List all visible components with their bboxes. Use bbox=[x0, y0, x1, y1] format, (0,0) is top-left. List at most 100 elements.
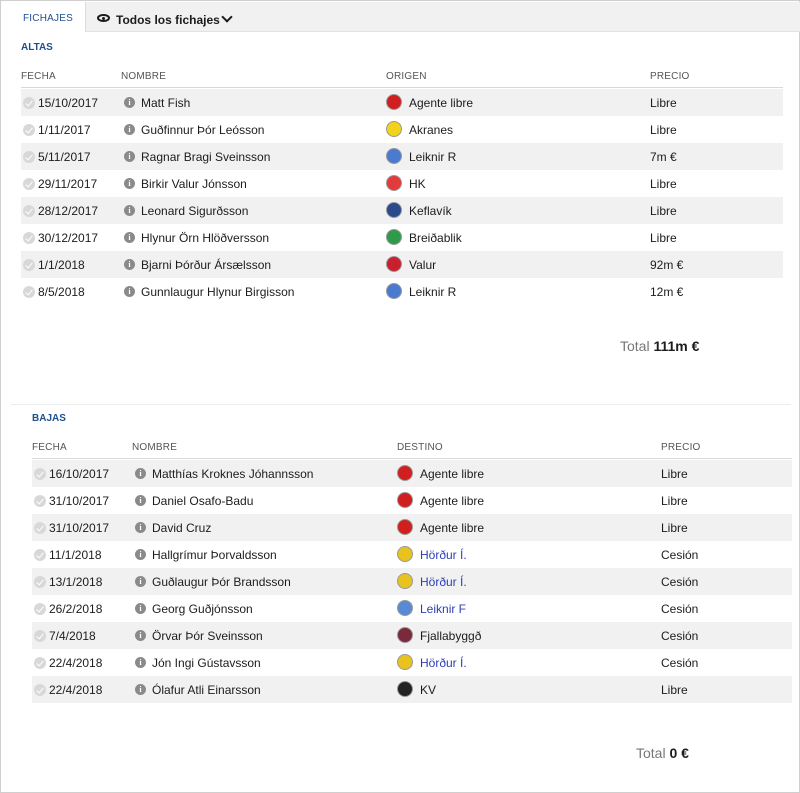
row-date: 31/10/2017 bbox=[49, 521, 110, 535]
info-icon[interactable]: i bbox=[124, 205, 135, 216]
club-name: Agente libre bbox=[420, 494, 485, 508]
row-date: 29/11/2017 bbox=[38, 177, 98, 191]
section-divider bbox=[11, 404, 791, 405]
row-price: 92m € bbox=[650, 258, 684, 272]
check-icon bbox=[23, 124, 35, 136]
club-name: HK bbox=[409, 177, 426, 191]
col-origen: ORIGEN bbox=[386, 71, 427, 82]
row-date: 31/10/2017 bbox=[49, 494, 110, 508]
info-icon[interactable]: i bbox=[135, 468, 146, 479]
tab-fichajes-label: FICHAJES bbox=[23, 13, 73, 24]
player-name[interactable]: Hlynur Örn Hlöðversson bbox=[141, 231, 270, 245]
row-date: 1/11/2017 bbox=[38, 123, 91, 137]
club-name[interactable]: Leiknir F bbox=[420, 602, 467, 616]
info-icon[interactable]: i bbox=[135, 657, 146, 668]
table-row[interactable]: 11/1/2018 i Hallgrímur Þorvaldsson Hörður Í… bbox=[32, 541, 792, 568]
info-icon[interactable]: i bbox=[135, 495, 146, 506]
table-row[interactable]: 22/4/2018 i Jón Ingi Gústavsson Hörður Í. Ce… bbox=[32, 649, 792, 676]
info-icon[interactable]: i bbox=[124, 286, 135, 297]
player-name[interactable]: Guðfinnur Þór Leósson bbox=[141, 123, 265, 137]
club-badge-icon bbox=[386, 283, 402, 299]
info-icon[interactable]: i bbox=[135, 684, 146, 695]
table-row[interactable]: 8/5/2018 i Gunnlaugur Hlynur Birgisson Leik… bbox=[21, 278, 783, 305]
club-name: Breiðablik bbox=[409, 231, 462, 245]
row-date: 7/4/2018 bbox=[49, 629, 96, 643]
row-price: Cesión bbox=[661, 629, 699, 643]
info-icon[interactable]: i bbox=[124, 178, 135, 189]
col-destino: DESTINO bbox=[397, 442, 443, 453]
player-name[interactable]: Matthías Kroknes Jóhannsson bbox=[152, 467, 314, 481]
player-name[interactable]: Guðlaugur Þór Brandsson bbox=[152, 575, 291, 589]
info-icon[interactable]: i bbox=[124, 259, 135, 270]
table-row[interactable]: 7/4/2018 i Örvar Þór Sveinsson Fjallabyggð C… bbox=[32, 622, 792, 649]
player-name[interactable]: Leonard Sigurðsson bbox=[141, 204, 249, 218]
player-name[interactable]: Daniel Osafo-Badu bbox=[152, 494, 254, 508]
filter-dropdown[interactable]: Todos los fichajes bbox=[86, 2, 246, 32]
row-price: Cesión bbox=[661, 548, 699, 562]
club-name[interactable]: Hörður Í. bbox=[420, 575, 467, 589]
table-row[interactable]: 31/10/2017 i David Cruz Agente libre Libre bbox=[32, 514, 792, 541]
info-icon[interactable]: i bbox=[124, 97, 135, 108]
table-row[interactable]: 29/11/2017 i Birkir Valur Jónsson HK Libre bbox=[21, 170, 783, 197]
player-name[interactable]: Ólafur Atli Einarsson bbox=[152, 683, 261, 697]
check-icon bbox=[34, 684, 46, 696]
club-name[interactable]: Hörður Í. bbox=[420, 656, 467, 670]
info-icon[interactable]: i bbox=[135, 576, 146, 587]
club-badge-icon bbox=[397, 681, 413, 697]
info-icon[interactable]: i bbox=[135, 522, 146, 533]
row-price: Cesión bbox=[661, 656, 699, 670]
player-name[interactable]: Hallgrímur Þorvaldsson bbox=[152, 548, 277, 562]
club-badge-icon bbox=[386, 121, 402, 137]
club-name: Agente libre bbox=[420, 467, 485, 481]
info-icon[interactable]: i bbox=[124, 232, 135, 243]
col-precio: PRECIO bbox=[661, 442, 701, 453]
tab-fichajes[interactable]: FICHAJES bbox=[2, 2, 86, 32]
bajas-total: Total 0 € bbox=[636, 745, 689, 761]
check-icon bbox=[34, 495, 46, 507]
player-name[interactable]: Matt Fish bbox=[141, 96, 191, 110]
player-name[interactable]: David Cruz bbox=[152, 521, 212, 535]
table-row[interactable]: 22/4/2018 i Ólafur Atli Einarsson KV Libre bbox=[32, 676, 792, 703]
row-date: 13/1/2018 bbox=[49, 575, 103, 589]
info-icon[interactable]: i bbox=[124, 151, 135, 162]
table-row[interactable]: 5/11/2017 i Ragnar Bragi Sveinsson Leiknir … bbox=[21, 143, 783, 170]
bajas-table-header: FECHA NOMBRE DESTINO PRECIO bbox=[32, 435, 792, 459]
info-icon[interactable]: i bbox=[135, 549, 146, 560]
row-price: Libre bbox=[650, 231, 677, 245]
table-row[interactable]: 30/12/2017 i Hlynur Örn Hlöðversson Breiðab… bbox=[21, 224, 783, 251]
row-price: 7m € bbox=[650, 150, 677, 164]
chevron-down-icon bbox=[221, 11, 233, 23]
info-icon[interactable]: i bbox=[135, 630, 146, 641]
check-icon bbox=[34, 549, 46, 561]
row-price: Libre bbox=[661, 467, 688, 481]
check-icon bbox=[23, 232, 35, 244]
table-row[interactable]: 16/10/2017 i Matthías Kroknes Jóhannsson Ag… bbox=[32, 460, 792, 487]
table-row[interactable]: 28/12/2017 i Leonard Sigurðsson Keflavík Lib… bbox=[21, 197, 783, 224]
player-name[interactable]: Georg Guðjónsson bbox=[152, 602, 253, 616]
altas-total-value: 111m € bbox=[653, 338, 700, 354]
table-row[interactable]: 1/1/2018 i Bjarni Þórður Ársælsson Valur 92m… bbox=[21, 251, 783, 278]
row-date: 22/4/2018 bbox=[49, 656, 103, 670]
table-row[interactable]: 26/2/2018 i Georg Guðjónsson Leiknir F Cesió… bbox=[32, 595, 792, 622]
info-icon[interactable]: i bbox=[135, 603, 146, 614]
player-name[interactable]: Ragnar Bragi Sveinsson bbox=[141, 150, 271, 164]
table-row[interactable]: 15/10/2017 i Matt Fish Agente libre Libre bbox=[21, 89, 783, 116]
row-date: 26/2/2018 bbox=[49, 602, 103, 616]
check-icon bbox=[34, 576, 46, 588]
row-price: Libre bbox=[650, 96, 677, 110]
col-precio: PRECIO bbox=[650, 71, 690, 82]
row-price: Libre bbox=[650, 123, 677, 137]
club-badge-icon bbox=[397, 492, 413, 508]
club-name[interactable]: Hörður Í. bbox=[420, 548, 467, 562]
info-icon[interactable]: i bbox=[124, 124, 135, 135]
player-name[interactable]: Birkir Valur Jónsson bbox=[141, 177, 247, 191]
table-row[interactable]: 31/10/2017 i Daniel Osafo-Badu Agente libre… bbox=[32, 487, 792, 514]
player-name[interactable]: Gunnlaugur Hlynur Birgisson bbox=[141, 285, 295, 299]
player-name[interactable]: Örvar Þór Sveinsson bbox=[152, 629, 263, 643]
player-name[interactable]: Jón Ingi Gústavsson bbox=[152, 656, 261, 670]
table-row[interactable]: 1/11/2017 i Guðfinnur Þór Leósson Akranes Li… bbox=[21, 116, 783, 143]
table-row[interactable]: 13/1/2018 i Guðlaugur Þór Brandsson Hörður … bbox=[32, 568, 792, 595]
player-name[interactable]: Bjarni Þórður Ársælsson bbox=[141, 258, 272, 272]
bajas-total-label: Total bbox=[636, 745, 670, 761]
